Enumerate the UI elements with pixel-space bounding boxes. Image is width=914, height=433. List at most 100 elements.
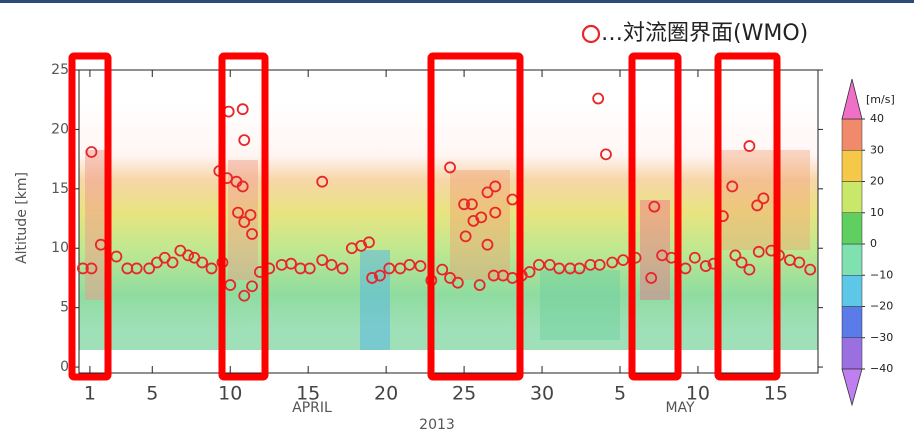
plot-frame (78, 69, 819, 374)
colorbar-segment (841, 118, 863, 151)
tropopause-point (451, 276, 464, 289)
tropopause-point (793, 256, 806, 269)
tropopause-point (752, 245, 765, 258)
x-tick-label: 20 (374, 383, 398, 405)
tropopause-point (600, 148, 612, 161)
tropopause-point (523, 266, 536, 278)
tropopause-point (85, 146, 98, 158)
tropopause-point (196, 256, 209, 269)
field-patch (85, 150, 107, 300)
tropopause-point (246, 280, 258, 293)
x-axis-title: 2013 (419, 417, 455, 433)
x-tick-label: 10 (218, 383, 242, 405)
colorbar-segment (841, 243, 863, 276)
colorbar-segment (841, 212, 863, 245)
tropopause-point (374, 269, 386, 282)
tropopause-point (533, 258, 545, 271)
tropopause-point (414, 260, 427, 272)
highlight-box (218, 52, 269, 381)
tropopause-point (606, 256, 619, 269)
tropopause-point (751, 199, 764, 212)
wind-field (79, 100, 818, 350)
tropopause-point (383, 262, 396, 275)
legend-marker (581, 24, 601, 44)
tropopause-point (76, 262, 89, 275)
tropopause-point (236, 103, 249, 116)
tropopause-point (481, 238, 494, 251)
tropopause-point (285, 257, 297, 270)
tropopause-point (316, 254, 329, 267)
legend-label: …対流圏界面(WMO) (601, 21, 808, 46)
colorbar-segment (841, 150, 863, 182)
y-tick-label: 10 (51, 240, 69, 256)
x-tick-label: 15 (296, 383, 320, 405)
tropopause-point (459, 230, 472, 243)
tropopause-point (465, 198, 478, 211)
field-patch (540, 270, 620, 340)
colorbar-under (841, 368, 863, 407)
colorbar-segment (841, 275, 863, 307)
field-patch (640, 200, 670, 300)
tropopause-point (236, 180, 249, 193)
tropopause-point (481, 186, 494, 199)
tropopause-point (363, 236, 375, 249)
highlight-box (427, 52, 524, 381)
tropopause-point (166, 256, 179, 269)
x-tick-label: 25 (452, 383, 476, 405)
colorbar-tick-label: −10 (870, 268, 893, 281)
y-tick-label: 25 (51, 62, 69, 78)
highlight-box (714, 52, 781, 381)
highlight-boxes (68, 52, 781, 381)
tropopause-point (205, 262, 218, 275)
tropopause-point (238, 289, 251, 302)
y-axis-label: Altitude [km] (14, 172, 30, 264)
tropopause-point (238, 216, 251, 228)
tropopause-point (735, 256, 748, 269)
field-base (79, 100, 818, 350)
colorbar-tick-label: −30 (870, 331, 893, 344)
tropopause-point (244, 209, 257, 221)
x-tick-label: 15 (764, 383, 788, 405)
tropopause-point (699, 260, 712, 272)
tropopause-point (648, 200, 661, 213)
tropopause-point (617, 254, 630, 267)
tropopause-point (475, 211, 488, 224)
month-label: MAY (665, 400, 695, 416)
month-label: APRIL (292, 400, 332, 416)
tropopause-point (336, 262, 349, 275)
colorbar-label: [m/s] (866, 93, 895, 106)
colorbar-segment (841, 306, 863, 338)
tropopause-point (444, 161, 456, 174)
tropopause-point (85, 262, 98, 275)
tropopause-point (182, 249, 195, 262)
tropopause-point (743, 140, 756, 152)
colorbar-tick-label: 20 (870, 175, 884, 188)
tropopause-point (143, 262, 156, 275)
tropopause-point (316, 175, 329, 188)
x-tick-label: 1 (84, 383, 96, 405)
tropopause-point (403, 258, 416, 271)
colorbar-tick-label: −40 (870, 362, 893, 375)
tropopause-point (489, 206, 502, 219)
x-tick-label: 10 (686, 383, 710, 405)
tropopause-point (726, 180, 739, 193)
top-bar (0, 0, 914, 3)
colorbar-tick-label: 30 (870, 143, 884, 156)
y-tick-label: 0 (60, 359, 69, 375)
tropopause-point (246, 228, 258, 240)
y-tick-label: 5 (60, 300, 69, 316)
tropopause-point (473, 279, 486, 291)
tropopause-point (688, 251, 701, 264)
colorbar-tick-label: 0 (870, 237, 877, 250)
x-tick-label: 5 (614, 383, 626, 405)
colorbar-over (841, 78, 863, 120)
y-tick-label: 15 (51, 181, 69, 197)
tropopause-point (303, 262, 316, 275)
tropopause-point (804, 263, 817, 276)
colorbar-tick-label: 10 (870, 206, 884, 219)
tropopause-point (130, 262, 143, 275)
field-patch (720, 150, 810, 250)
tropopause-point (366, 272, 379, 284)
colorbar-tick-label: −20 (870, 300, 893, 313)
